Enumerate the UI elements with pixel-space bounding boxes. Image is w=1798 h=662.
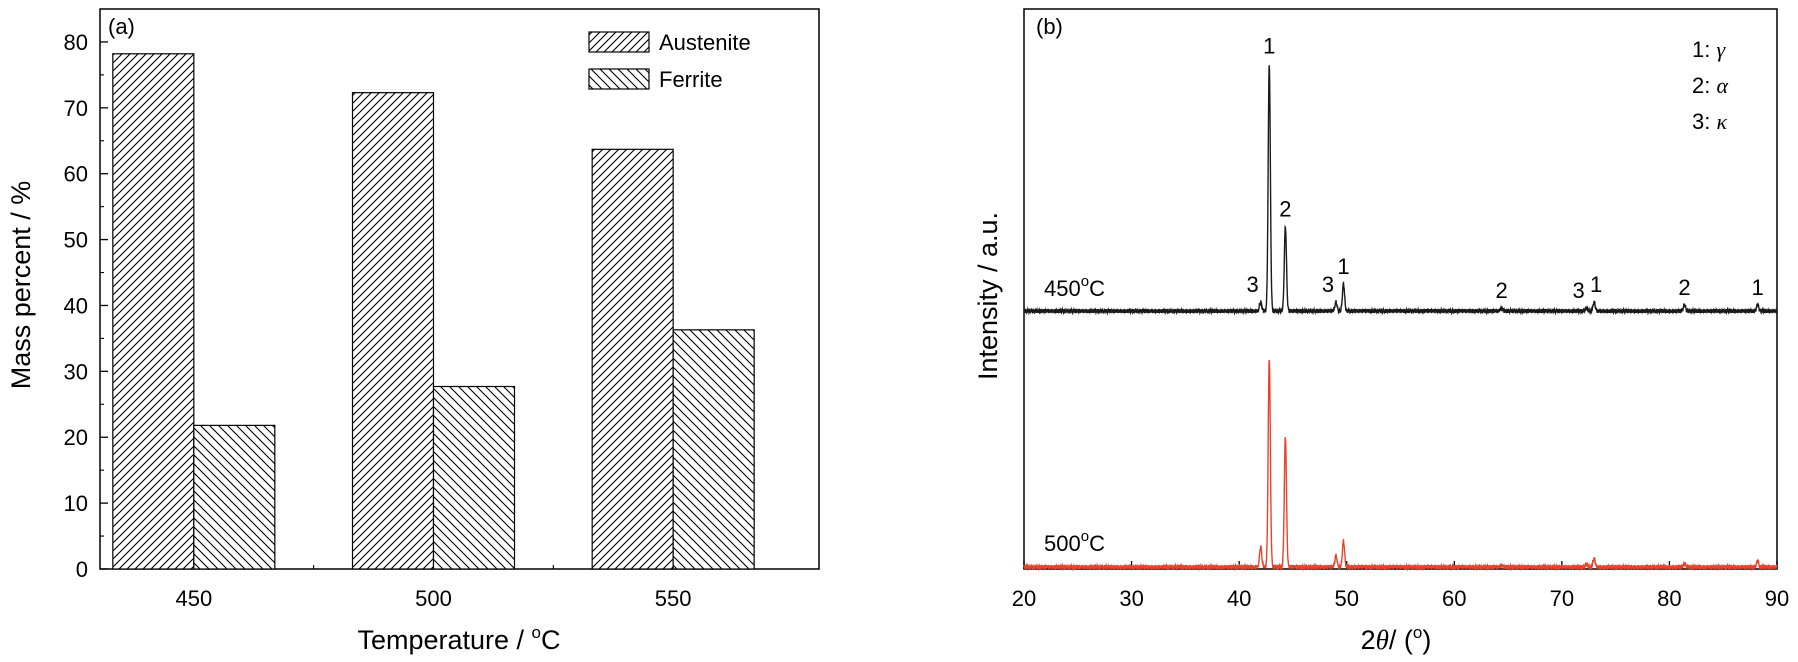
- x-axis-a: 450 500 550: [175, 561, 692, 611]
- series-label-450: 450oC: [1044, 273, 1105, 301]
- x-tick-label-b: 30: [1119, 586, 1143, 611]
- phase-legend-entry: 1: γ: [1692, 37, 1726, 62]
- x-tick-label-a: 450: [175, 586, 212, 611]
- bar-austenite-550: [591, 148, 674, 570]
- series-label-degree: o: [1081, 528, 1089, 545]
- peak-label: 2: [1678, 275, 1690, 300]
- x-tick-label-b: 50: [1334, 586, 1358, 611]
- x-axis-title-a: Temperature / oC: [357, 623, 560, 655]
- phase-legend-entry: 2: α: [1692, 73, 1728, 98]
- y-tick-label-a: 80: [64, 30, 88, 55]
- peak-label: 1: [1752, 275, 1764, 300]
- panel-label-b: (b): [1036, 14, 1063, 39]
- y-tick-label-a: 30: [64, 359, 88, 384]
- x-tick-label-b: 40: [1227, 586, 1251, 611]
- xrd-line-450: [1023, 65, 1778, 316]
- series-label-value: 500: [1044, 531, 1081, 556]
- bar-austenite-500: [351, 92, 435, 570]
- y-tick-label-a: 0: [76, 557, 88, 582]
- y-tick-label-a: 40: [64, 293, 88, 318]
- phase-legend-symbol: α: [1716, 73, 1728, 98]
- xrd-line-500: [1023, 359, 1778, 572]
- x-axis-b: 20 30 40 50 60 70 80 90: [1012, 561, 1789, 611]
- y-tick-label-a: 20: [64, 425, 88, 450]
- plot-frame-b: [1023, 8, 1778, 570]
- peak-label: 1: [1590, 272, 1602, 297]
- y-axis-title-a: Mass percent / %: [6, 181, 36, 390]
- phase-legend-symbol: γ: [1716, 37, 1726, 62]
- x-axis-title-a-unit: C: [541, 625, 561, 655]
- x-tick-label-b: 70: [1550, 586, 1574, 611]
- phase-legend: 1: γ2: α3: κ: [1692, 37, 1728, 134]
- bars-a: [112, 53, 755, 570]
- x-tick-label-a: 550: [655, 586, 692, 611]
- y-tick-label-a: 50: [64, 228, 88, 253]
- bar-chart-panel-a: (a) 0 10 20 30 40 50 60 70 80 450 500 550 Austenit…: [6, 8, 820, 655]
- legend-swatch-ferrite: [588, 68, 650, 90]
- y-axis-title-b: Intensity / a.u.: [973, 212, 1003, 380]
- y-tick-label-a: 70: [64, 96, 88, 121]
- y-tick-label-a: 10: [64, 491, 88, 516]
- peak-label: 3: [1572, 278, 1584, 303]
- x-axis-title-a-text: Temperature /: [357, 625, 531, 655]
- x-axis-title-b-prefix: 2: [1361, 625, 1376, 655]
- bar-ferrite-550: [672, 329, 755, 570]
- x-axis-title-b: 2θ/ (o): [1361, 623, 1432, 655]
- legend-label-austenite: Austenite: [659, 30, 751, 55]
- legend-swatch-austenite: [588, 31, 650, 53]
- phase-legend-symbol: κ: [1716, 109, 1727, 134]
- legend-label-ferrite: Ferrite: [659, 67, 723, 92]
- peak-label: 1: [1263, 33, 1275, 58]
- phase-legend-number: 2:: [1692, 73, 1716, 98]
- x-tick-label-a: 500: [415, 586, 452, 611]
- x-tick-label-b: 90: [1765, 586, 1789, 611]
- bar-austenite-450: [112, 53, 195, 570]
- series-label-value: 450: [1044, 276, 1081, 301]
- peak-label: 1: [1337, 254, 1349, 279]
- xrd-curves: [1023, 65, 1778, 572]
- series-label-unit: C: [1089, 531, 1105, 556]
- y-tick-label-a: 60: [64, 162, 88, 187]
- bar-ferrite-500: [432, 385, 516, 570]
- x-tick-label-b: 60: [1442, 586, 1466, 611]
- series-label-unit: C: [1089, 276, 1105, 301]
- x-axis-title-b-degree: o: [1413, 623, 1422, 642]
- peak-label: 2: [1495, 278, 1507, 303]
- y-axis-a: 0 10 20 30 40 50 60 70 80: [64, 30, 108, 582]
- x-axis-title-b-symbol: θ: [1376, 625, 1389, 655]
- series-label-500: 500oC: [1044, 528, 1105, 556]
- panel-label-a: (a): [108, 14, 135, 39]
- x-axis-title-a-degree: o: [532, 623, 541, 642]
- peak-label: 3: [1247, 272, 1259, 297]
- phase-legend-number: 3:: [1692, 109, 1716, 134]
- phase-legend-entry: 3: κ: [1692, 109, 1727, 134]
- legend-a: Austenite Ferrite: [588, 30, 751, 92]
- x-axis-title-b-unit: / (: [1389, 625, 1413, 655]
- x-tick-label-b: 20: [1012, 586, 1036, 611]
- x-axis-title-b-close: ): [1422, 625, 1431, 655]
- peak-label: 3: [1322, 272, 1334, 297]
- peak-label: 2: [1279, 196, 1291, 221]
- bar-ferrite-450: [193, 424, 276, 570]
- phase-legend-number: 1:: [1692, 37, 1716, 62]
- series-label-degree: o: [1081, 273, 1089, 290]
- x-tick-label-b: 80: [1657, 586, 1681, 611]
